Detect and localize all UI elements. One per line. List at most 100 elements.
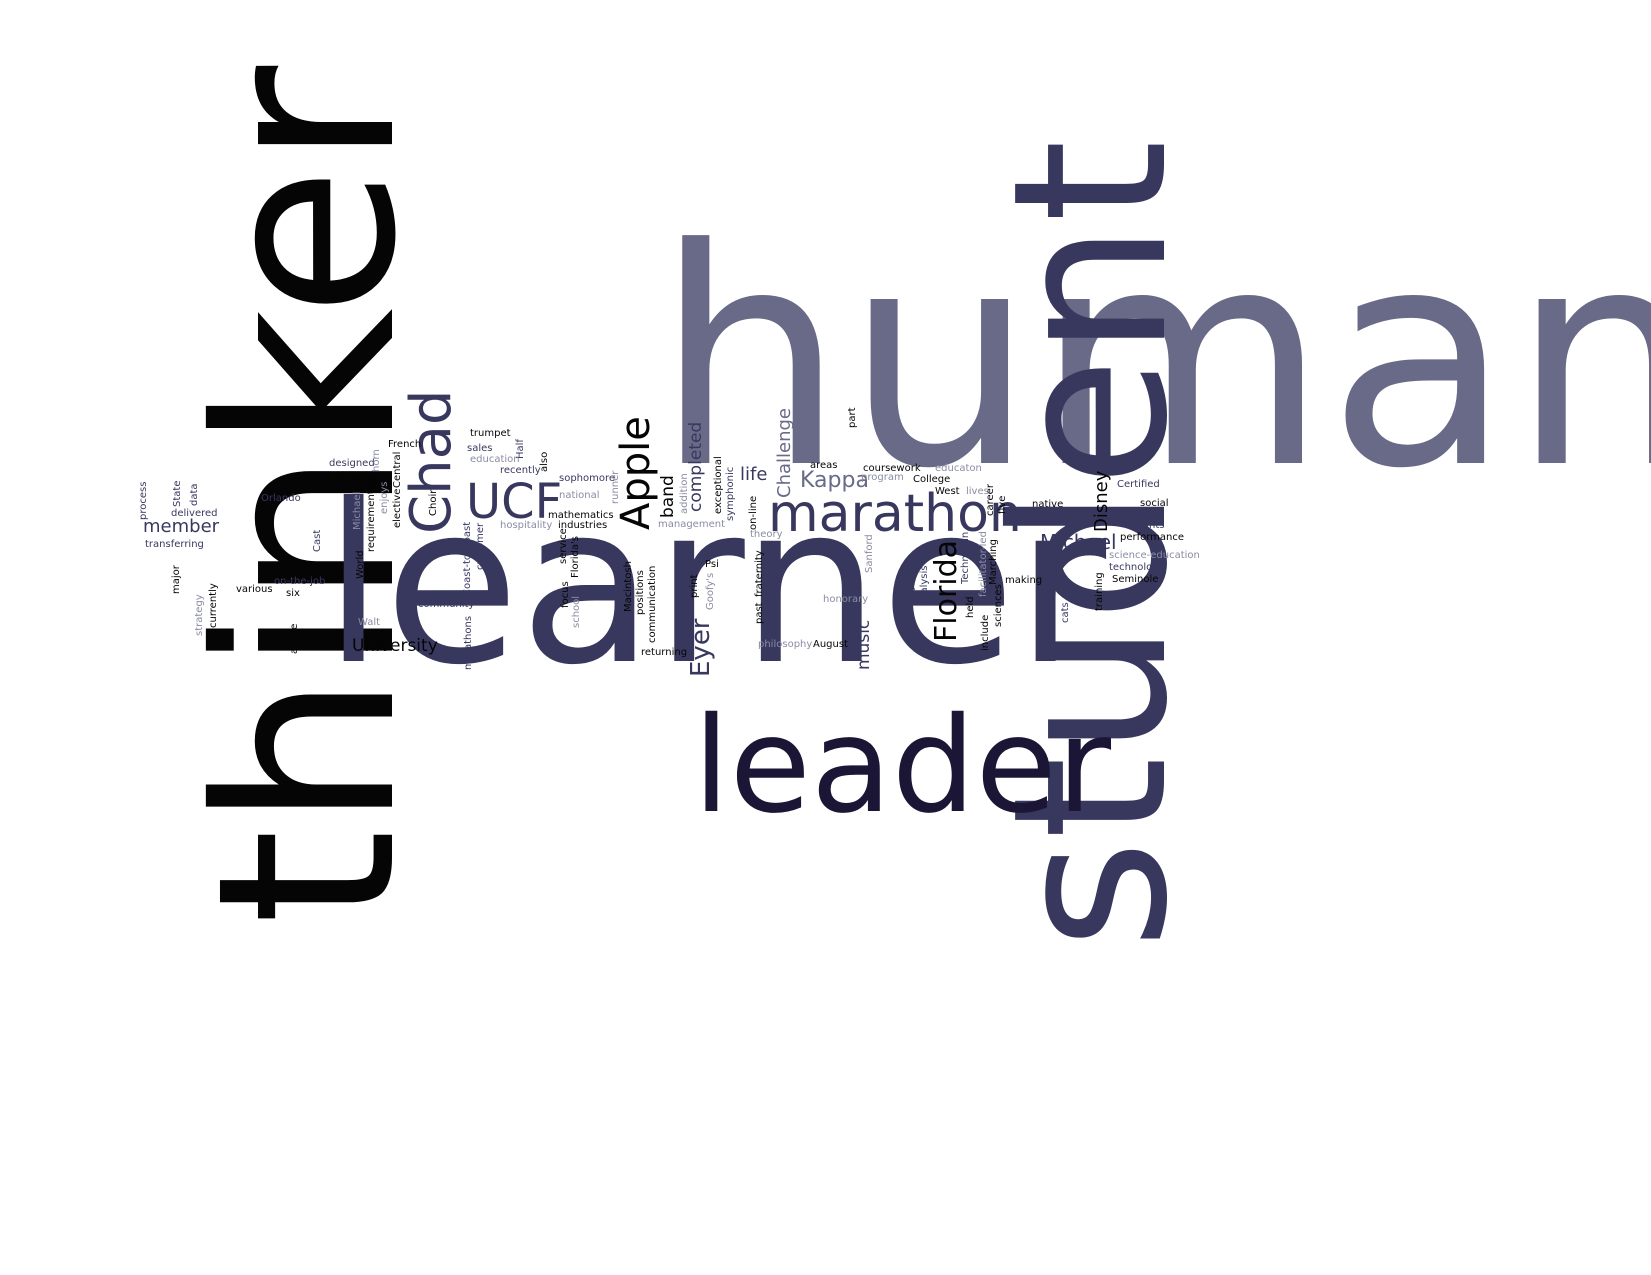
word-addition: addition: [679, 473, 690, 514]
word-areas: areas: [810, 460, 838, 471]
word-six: six: [286, 588, 300, 599]
word-orlando: Orlando: [261, 493, 301, 504]
word-education: education: [470, 454, 520, 465]
word-cast: Cast: [312, 529, 323, 552]
word-michael: Michael: [1040, 530, 1117, 554]
word-knights: Knights: [1127, 520, 1165, 531]
word-exceptional: exceptional: [713, 456, 724, 514]
word-sales: sales: [467, 443, 493, 454]
word-college: College: [913, 474, 951, 485]
word-on-the-job: on-the-job: [274, 576, 326, 587]
word-print: print: [689, 574, 700, 599]
word-sanford: Sanford: [864, 534, 875, 573]
word-floridas: Florida's: [570, 536, 581, 578]
word-national: national: [559, 490, 600, 501]
word-requirements: requirements: [366, 485, 377, 552]
word-music: music: [854, 619, 874, 670]
word-philosophy: philosophy: [758, 639, 813, 650]
word-eyer: Eyer: [686, 618, 716, 678]
word-community: community: [418, 599, 475, 610]
word-industries: industries: [558, 520, 608, 531]
word-west: West: [935, 486, 960, 497]
word-recently: recently: [500, 465, 541, 476]
word-macintosh: Macintosh: [623, 561, 634, 612]
word-enjoys: enjoys: [379, 481, 390, 514]
word-life: life: [740, 464, 768, 485]
word-analysis: analysis: [919, 565, 930, 607]
word-runner: runner: [610, 470, 621, 504]
word-part: part: [847, 407, 858, 428]
word-coast-to-coast: Coast-to-Coast: [462, 521, 473, 596]
word-learner: learner: [323, 457, 1107, 713]
word-hospitality: hospitality: [500, 520, 553, 531]
word-coursework: coursework: [863, 463, 921, 474]
word-currently: currently: [208, 583, 219, 628]
word-university: University: [352, 636, 438, 656]
word-central: Central: [392, 451, 403, 488]
word-state: State: [172, 480, 183, 507]
word-world: World: [355, 550, 366, 579]
word-psi: Psi: [705, 559, 719, 570]
word-including: including: [1115, 508, 1161, 519]
word-returning: returning: [641, 647, 688, 658]
word-theory: theory: [750, 529, 783, 540]
word-leader: leader: [693, 689, 1112, 843]
word-certified: Certified: [1117, 479, 1160, 490]
word-apple: Apple: [613, 416, 659, 530]
word-sciences: sciences: [993, 584, 1004, 627]
word-goofys: Goofy's: [705, 572, 716, 610]
word-lives: lives: [966, 486, 989, 497]
word-program: program: [861, 472, 904, 483]
word-native: native: [1032, 499, 1064, 510]
word-human: human: [655, 185, 1651, 534]
word-member: member: [143, 516, 220, 537]
word-completed: completed: [686, 421, 706, 512]
word-august: August: [813, 639, 848, 650]
word-positions: positions: [635, 570, 646, 615]
word-sophomore: sophomore: [559, 473, 616, 484]
word-kappa: Kappa: [800, 468, 869, 493]
word-include: include: [980, 614, 991, 651]
word-performance: performance: [1120, 532, 1185, 543]
word-symphonic: symphonic: [725, 466, 736, 521]
word-challenge: Challenge: [774, 408, 795, 498]
word-anticipates: anticipates: [323, 474, 379, 485]
word-science-education: science-education: [1109, 550, 1200, 561]
word-delivered: delivered: [171, 508, 218, 519]
word-french: French: [388, 439, 422, 450]
word-horn: horn: [371, 449, 382, 472]
word-technician: Technician: [960, 531, 971, 584]
word-race: Race: [355, 591, 366, 616]
word-also: also: [539, 451, 550, 472]
word-on-line: on-line: [748, 495, 759, 530]
word-mathematics: mathematics: [548, 510, 614, 521]
word-transferring: transferring: [145, 539, 204, 550]
word-fraternity: fraternity: [754, 550, 765, 597]
word-honorary: honorary: [823, 594, 869, 605]
word-five: five: [997, 495, 1008, 514]
word-social: social: [1140, 498, 1169, 509]
word-florida: Florida: [929, 539, 964, 642]
word-walt: Walt: [358, 617, 381, 628]
word-customer: customer: [475, 522, 486, 570]
word-disney: Disney: [1091, 470, 1112, 532]
word-michael-small: Michael: [352, 491, 363, 530]
word-making: making: [1005, 575, 1043, 586]
word-choir: Choir: [428, 489, 439, 516]
word-process: process: [138, 481, 149, 520]
word-cats: cats: [1060, 602, 1071, 623]
word-band: band: [658, 475, 678, 518]
word-training: training: [1094, 572, 1105, 611]
word-active: active: [289, 623, 300, 654]
word-designed: designed: [329, 458, 375, 469]
word-various: various: [236, 584, 273, 595]
word-focus: focus: [560, 581, 571, 608]
word-marathons: marathons: [463, 615, 474, 670]
word-career: career: [985, 484, 996, 516]
word-major: major: [171, 565, 182, 594]
word-marathon: marathon: [768, 484, 1022, 544]
word-family: family: [905, 585, 916, 616]
word-service: service: [558, 528, 569, 564]
word-management: management: [658, 519, 725, 530]
